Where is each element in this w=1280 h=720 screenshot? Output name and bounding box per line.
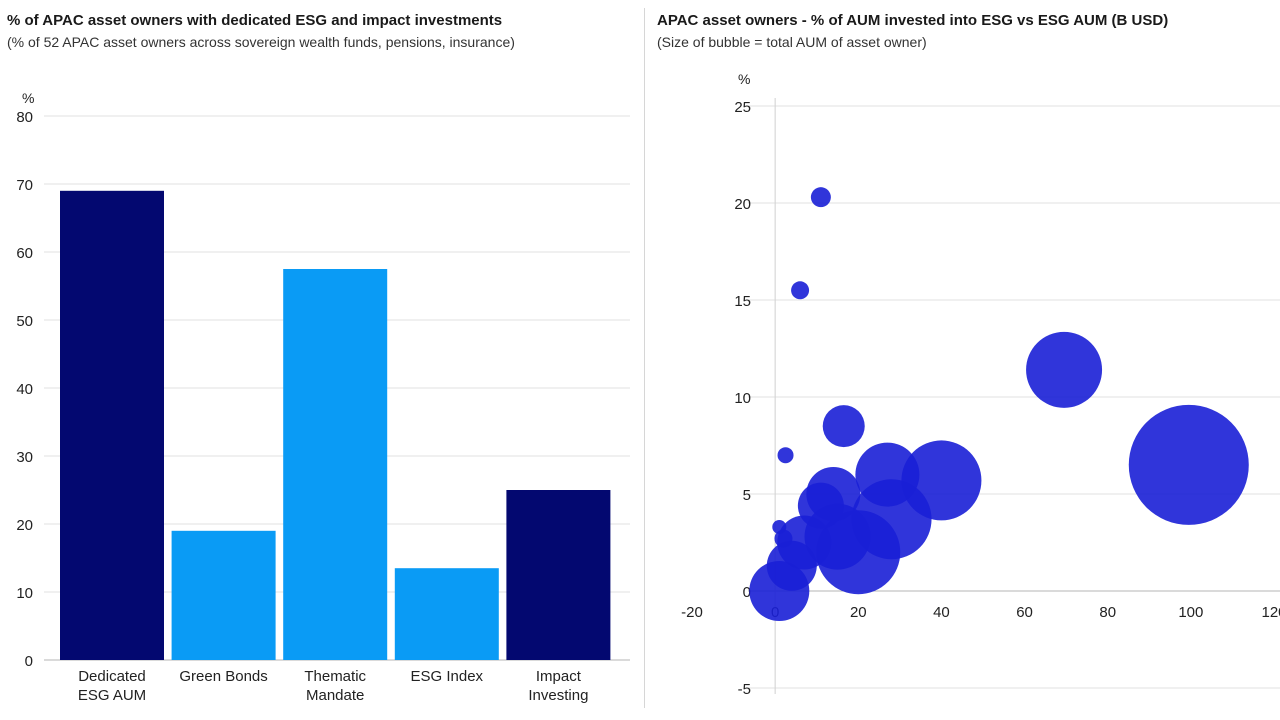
- y-tick-label: 0: [743, 584, 751, 601]
- x-category-label: Dedicated: [78, 668, 146, 685]
- bubble: [777, 447, 794, 464]
- bubble: [822, 405, 865, 448]
- y-tick-label: -5: [738, 681, 751, 698]
- left-chart-subtitle: (% of 52 APAC asset owners across sovere…: [7, 34, 515, 50]
- bubble: [766, 540, 817, 591]
- right-chart-subtitle: (Size of bubble = total AUM of asset own…: [657, 34, 927, 50]
- y-tick-label: 30: [16, 449, 33, 466]
- bar-dedicated-esg-aum: [60, 190, 164, 661]
- x-tick-label: 40: [933, 604, 950, 621]
- bar-green-bonds: [171, 530, 276, 660]
- bar-esg-index: [394, 568, 499, 660]
- y-tick-label: 70: [16, 177, 33, 194]
- panel-divider: [644, 8, 645, 708]
- y-tick-label: 60: [16, 245, 33, 262]
- y-tick-label: 40: [16, 381, 33, 398]
- y-axis-unit-label: %: [22, 90, 34, 106]
- left-chart-title: % of APAC asset owners with dedicated ES…: [7, 12, 503, 29]
- x-tick-label: 120: [1261, 604, 1280, 621]
- x-category-label: Investing: [528, 687, 588, 704]
- bubble: [855, 442, 920, 507]
- bar-impact-investing: [506, 490, 611, 660]
- x-tick-label: 60: [1016, 604, 1033, 621]
- bubble: [774, 529, 793, 548]
- bubble: [791, 281, 810, 300]
- y-tick-label: 5: [743, 487, 751, 504]
- bubble: [810, 187, 831, 208]
- y-tick-label: 20: [734, 196, 751, 213]
- x-tick-label: 80: [1099, 604, 1116, 621]
- x-category-label: Green Bonds: [179, 668, 267, 685]
- x-tick-label: 100: [1178, 604, 1203, 621]
- bubble: [1128, 404, 1249, 525]
- y-axis-unit-label: %: [738, 71, 750, 87]
- bar-chart: % 0 10 20 30 40 50 60 70 80 Dedicated ESG AUM Green …: [16, 90, 630, 704]
- bubble: [1026, 331, 1103, 408]
- right-chart-panel: APAC asset owners - % of AUM invested in…: [648, 0, 1280, 720]
- x-category-label: ESG AUM: [78, 687, 146, 704]
- x-category-label: Mandate: [306, 687, 364, 704]
- x-tick-label: 20: [850, 604, 867, 621]
- x-tick-label: -20: [681, 604, 703, 621]
- y-tick-label: 10: [734, 390, 751, 407]
- left-chart-panel: % of APAC asset owners with dedicated ES…: [7, 12, 630, 704]
- x-category-label: ESG Index: [411, 668, 484, 685]
- bubble: [772, 519, 787, 534]
- y-tick-label: 0: [25, 653, 33, 670]
- y-tick-label: 10: [16, 585, 33, 602]
- bar-thematic-mandate: [283, 269, 388, 660]
- y-tick-label: 50: [16, 313, 33, 330]
- y-tick-label: 25: [734, 99, 751, 116]
- x-category-label: Impact: [536, 668, 582, 685]
- bubble: [797, 482, 844, 529]
- y-tick-label: 80: [16, 109, 33, 126]
- x-category-label: Thematic: [304, 668, 366, 685]
- y-tick-label: 20: [16, 517, 33, 534]
- y-tick-label: 15: [734, 293, 751, 310]
- right-chart-title: APAC asset owners - % of AUM invested in…: [657, 12, 1169, 29]
